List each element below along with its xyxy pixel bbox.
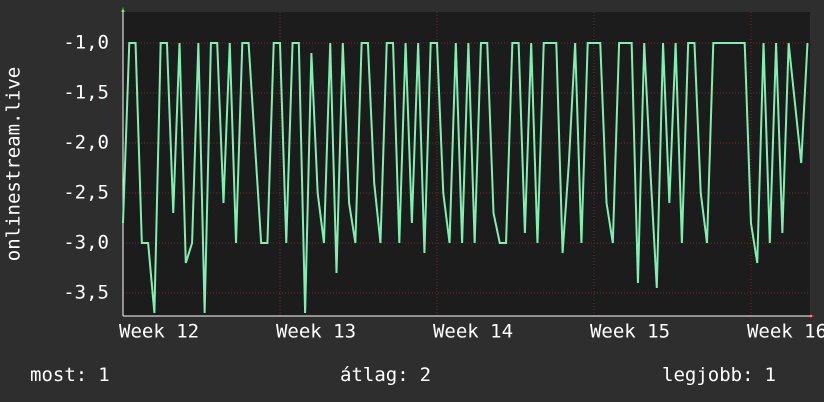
axis-arrow [810, 314, 815, 318]
x-tick-label: Week 12 [119, 321, 199, 343]
y-tick-label: -1,5 [63, 82, 109, 104]
legend-stat: legjobb: 1 [662, 364, 776, 386]
stat-label: legjobb: [662, 364, 754, 386]
stat-value: 2 [420, 364, 431, 386]
legend-stat: most: 1 [30, 364, 110, 386]
plot-area [123, 12, 810, 316]
axis-arrow [121, 7, 125, 12]
data-line [122, 42, 809, 314]
stat-value: 1 [765, 364, 776, 386]
stat-label: átlag: [340, 364, 409, 386]
y-tick-label: -1,0 [63, 32, 109, 54]
x-tick-label: Week 14 [433, 321, 513, 343]
y-tick-label: -3,0 [63, 232, 109, 254]
stat-value: 1 [98, 364, 109, 386]
stat-label: most: [30, 364, 87, 386]
x-tick-label: Week 15 [590, 321, 670, 343]
y-tick-label: -2,0 [63, 132, 109, 154]
x-tick-label: Week 13 [276, 321, 356, 343]
x-tick-label: Week 16 [747, 321, 824, 343]
y-axis-label: onlinestream.live [3, 67, 25, 261]
y-tick-label: -3,5 [63, 282, 109, 304]
legend-stat: átlag: 2 [340, 364, 431, 386]
y-tick-label: -2,5 [63, 182, 109, 204]
